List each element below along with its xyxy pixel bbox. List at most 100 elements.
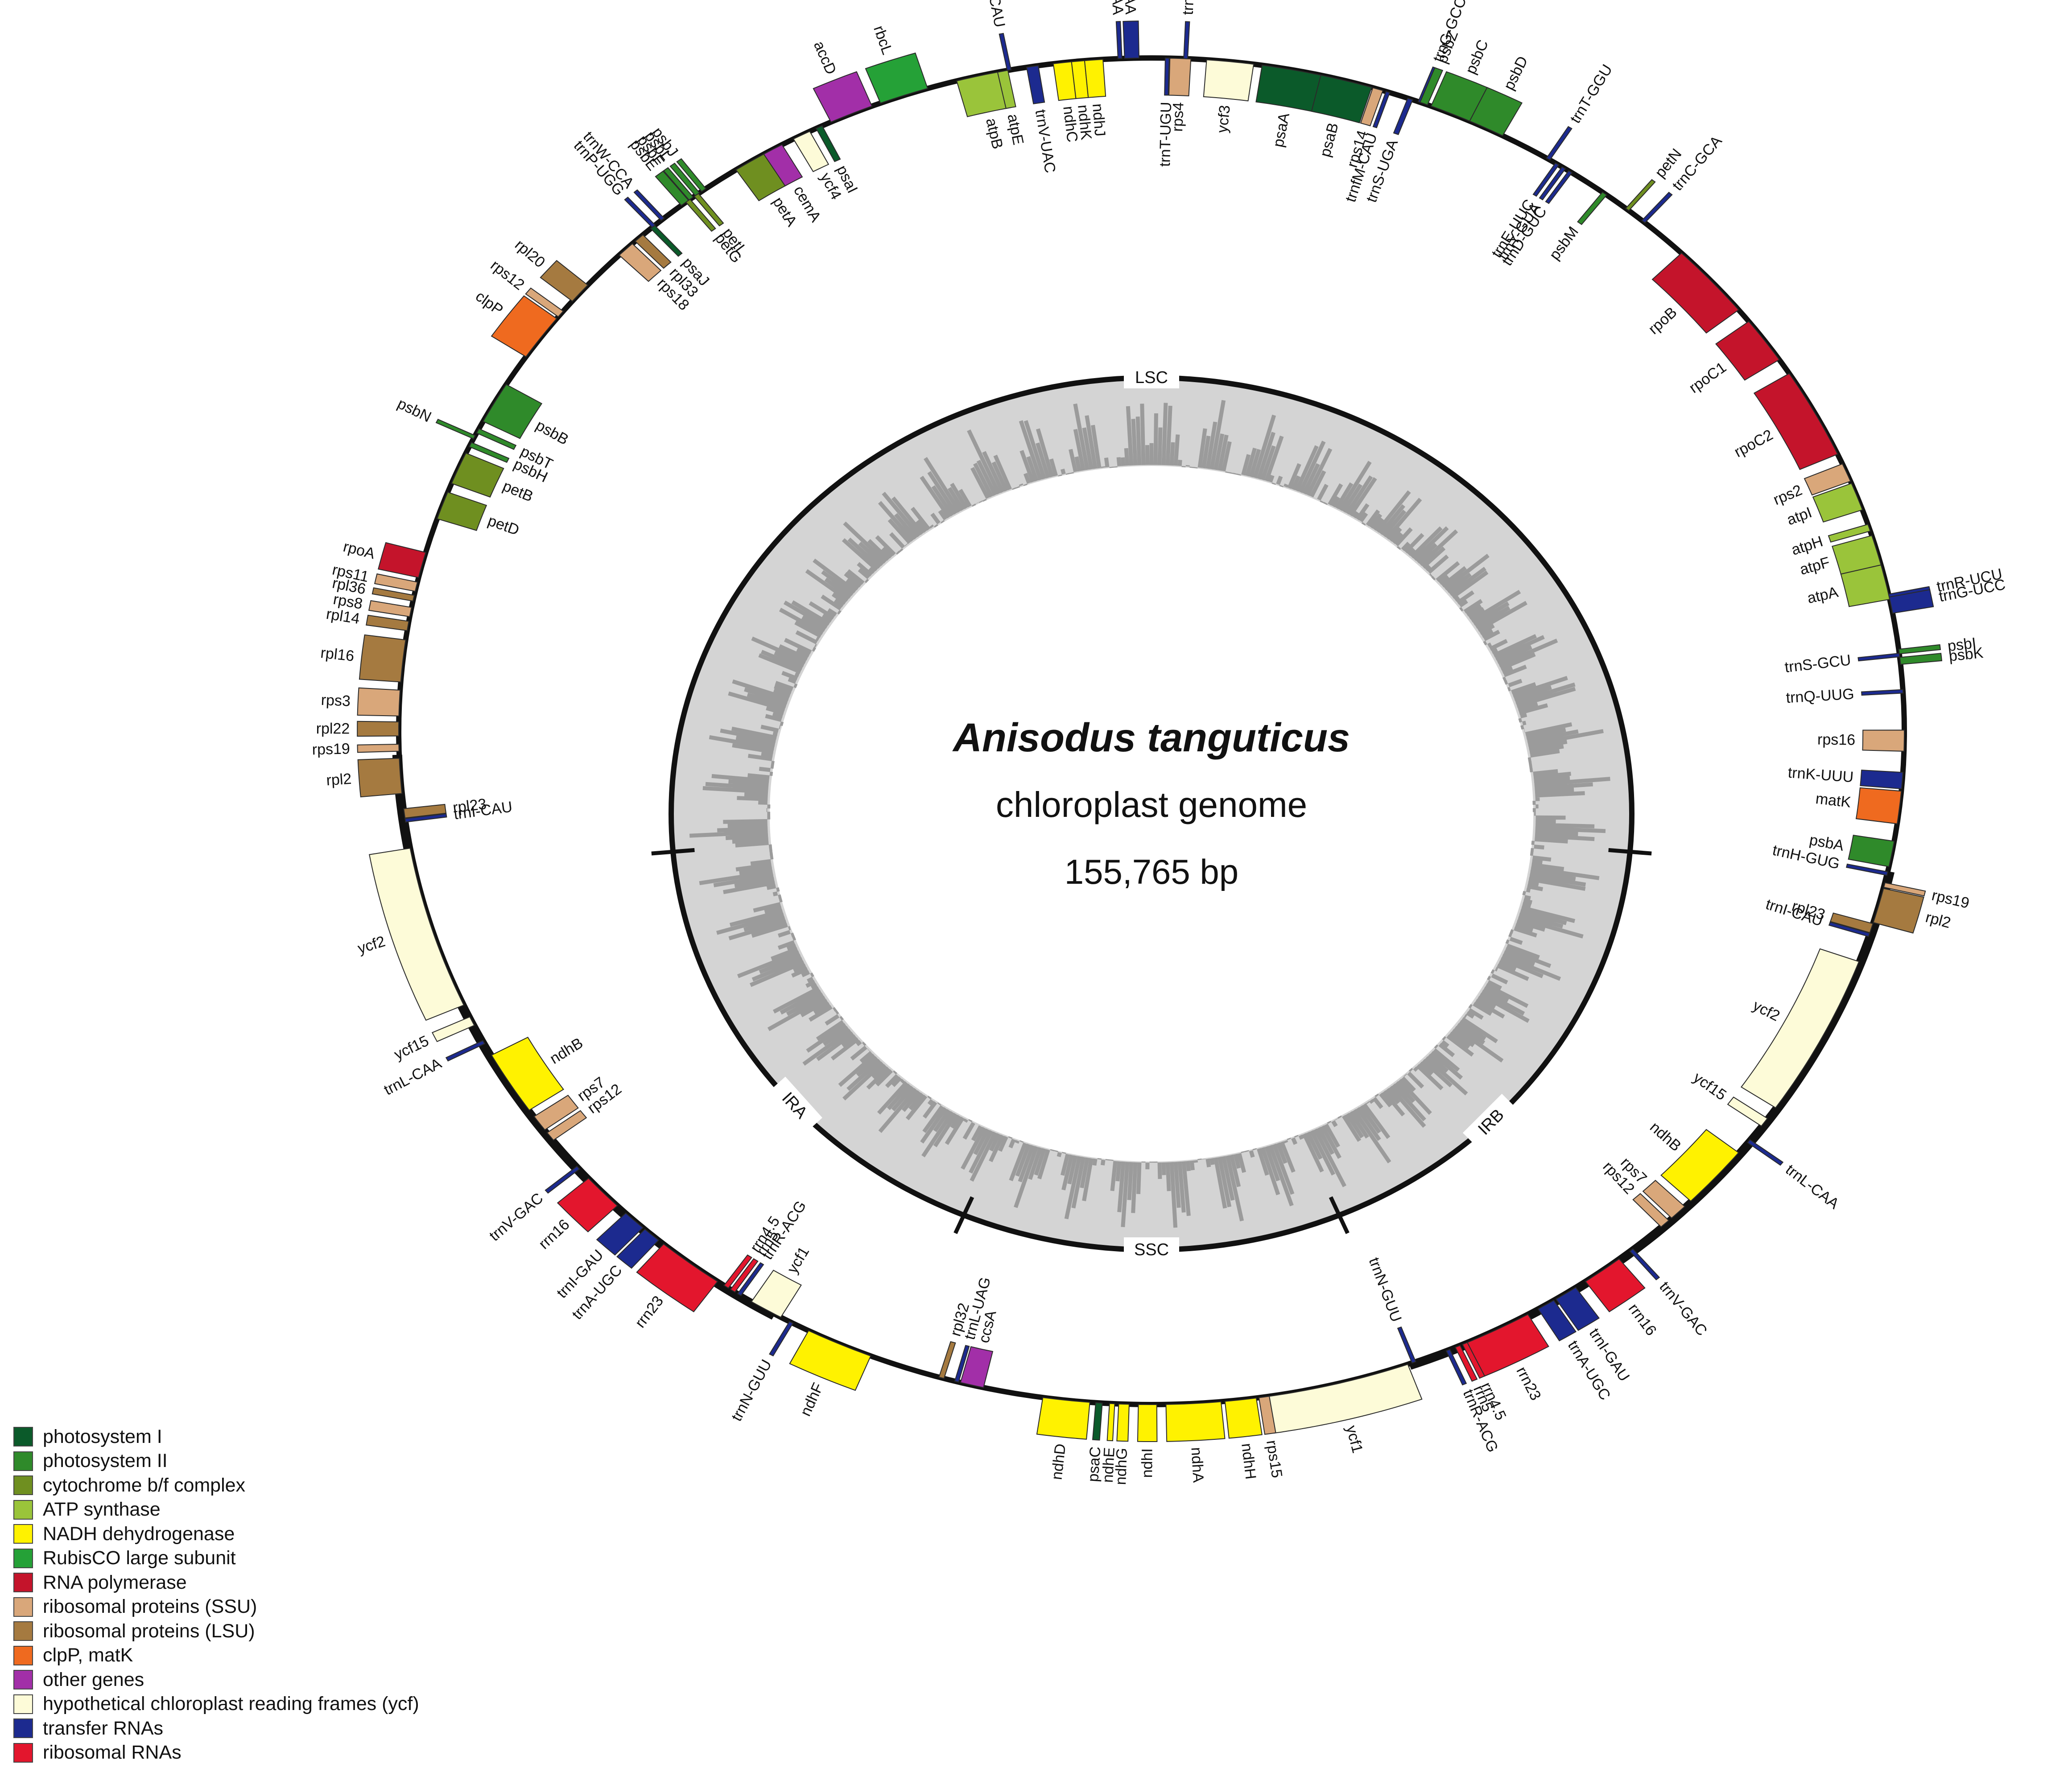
gene-label: ycf2 [1750,997,1783,1025]
gene-label: trnN-GUU [728,1357,775,1424]
gene-trnm-cau [999,33,1012,71]
gene-rpob [1651,252,1739,334]
gene-atph [1828,523,1871,543]
gene-rps7 [533,1095,579,1131]
legend-item: ATP synthase [13,1498,419,1522]
gene-label: rrn23 [632,1293,667,1331]
gene-label: psbD [1500,54,1531,93]
gene-label: ndhD [1048,1443,1069,1481]
gene-label: trnQ-UUG [1786,685,1855,706]
gene-rpl14 [366,614,409,631]
gene-label: psaA [1270,111,1293,149]
gene-trna-ugc [616,1228,660,1269]
gene-rps12 [546,1110,587,1141]
gene-ycf2 [1740,948,1860,1108]
gene-label: psbM [1546,223,1582,263]
legend-swatch [13,1475,33,1496]
gene-label: clpP [472,288,506,319]
legend-swatch [13,1645,33,1665]
gene-label: trnV-UAC [1032,108,1059,174]
gene-label: rps3 [321,692,351,710]
gene-rps2 [1804,463,1851,496]
region-label-text: SSC [1134,1240,1169,1259]
legend-item: hypothetical chloroplast reading frames … [13,1692,419,1717]
gene-label: atpF [1798,554,1832,578]
gene-petl [693,193,724,227]
gene-ycf1 [751,1269,802,1318]
gene-label: rps12 [487,257,528,294]
gene-trnr-acg [1445,1349,1467,1386]
legend-swatch [13,1597,33,1617]
legend-swatch [13,1451,33,1471]
gene-trna-ugc [1537,1299,1577,1342]
gene-ycf15 [1727,1096,1768,1127]
genome-subtitle: chloroplast genome [996,785,1307,824]
gene-label: rps19 [1930,887,1971,912]
gene-clpp [491,295,557,358]
gene-label: rpl2 [326,771,352,789]
gene-ycf15 [431,1016,475,1043]
legend-label: ribosomal proteins (LSU) [43,1620,255,1642]
gene-trnr-acg [737,1262,764,1297]
gene-petn [1625,179,1656,211]
gene-blocks [357,21,1943,1442]
gene-trnq-uug [1861,689,1904,696]
gene-label: ndhF [797,1380,827,1419]
region-label-text: LSC [1135,368,1168,387]
legend-label: cytochrome b/f complex [43,1474,246,1496]
gene-ndhf [789,1330,871,1391]
gene-ndhe [1106,1403,1115,1442]
gene-label: rpoB [1645,304,1680,338]
gene-ccsa [960,1346,994,1389]
gene-trnw-cca [633,189,665,221]
gene-label: trnF-GAA [1107,0,1127,15]
region-boundary-tick [1608,848,1652,856]
legend-label: ATP synthase [43,1499,161,1521]
gene-label: trnS-GCU [1784,651,1852,676]
gene-trnn-guu [1397,1326,1416,1364]
gene-psbn [435,419,476,440]
gene-rps19 [1883,882,1926,897]
gene-label: trnM-CAU [979,0,1008,29]
gene-label: rpoC1 [1686,359,1729,397]
gene-rpl23 [403,804,447,819]
legend-label: other genes [43,1669,144,1690]
legend-item: RubisCO large subunit [13,1546,419,1571]
legend-swatch [13,1621,33,1641]
legend-label: photosystem II [43,1450,168,1472]
gene-trnv-gac [1629,1248,1660,1281]
gene-trnn-guu [768,1321,794,1356]
legend-item: ribosomal proteins (SSU) [13,1595,419,1619]
gene-label: ycf1 [1343,1424,1366,1455]
gene-label: trnK-UUU [1787,764,1854,786]
genome-size: 155,765 bp [1065,852,1238,891]
gene-label: ndhJ [1089,103,1109,137]
gene-psbi [1898,644,1941,655]
legend-swatch [13,1573,33,1593]
legend-label: ribosomal proteins (SSU) [43,1596,257,1618]
gene-trnv-gac [545,1166,580,1194]
gene-psbt [476,428,517,450]
gene-psbd [1469,87,1523,136]
region-ticks [651,848,1652,1234]
gene-rps7 [1642,1179,1686,1219]
gene-trns-gga [1183,21,1190,59]
gene-label: rps15 [1263,1439,1285,1479]
gene-ndhd [1036,1397,1090,1440]
gene-ycf2 [369,848,465,1021]
gene-label: rps19 [312,740,350,758]
gene-label: psaC [1085,1446,1104,1483]
region-boundary-tick [953,1196,974,1234]
legend-label: RubisCO large subunit [43,1547,236,1569]
gene-trnl-uaa [1123,21,1140,59]
gene-label: trnV-GAC [486,1190,546,1244]
gene-trni-gau [1555,1287,1600,1331]
gene-label: petB [500,478,536,505]
gene-rpl20 [540,260,589,302]
gene-ndhb [1660,1129,1739,1202]
gene-rps3 [357,687,401,717]
gene-label: rpl23 [452,795,487,816]
legend-swatch [13,1524,33,1544]
